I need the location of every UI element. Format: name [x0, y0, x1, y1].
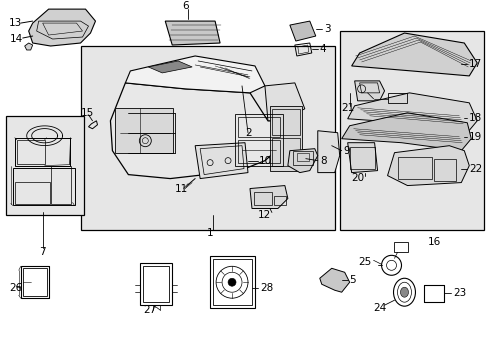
- Bar: [349, 147, 374, 168]
- Text: 9: 9: [343, 146, 349, 156]
- Text: 6: 6: [182, 1, 188, 11]
- Bar: [296, 153, 308, 161]
- Bar: [269, 106, 301, 171]
- Text: 8: 8: [319, 156, 325, 166]
- Text: 10: 10: [259, 156, 271, 166]
- Text: 21: 21: [340, 103, 354, 113]
- Text: 13: 13: [9, 18, 22, 28]
- Bar: [273, 195, 285, 206]
- Text: 1: 1: [206, 228, 213, 238]
- Polygon shape: [25, 43, 33, 50]
- Bar: [143, 266, 169, 302]
- Bar: [238, 117, 279, 137]
- Polygon shape: [110, 83, 281, 179]
- Text: 19: 19: [468, 132, 482, 142]
- Polygon shape: [249, 185, 287, 208]
- Ellipse shape: [400, 287, 407, 297]
- Polygon shape: [317, 131, 339, 172]
- Text: 2: 2: [244, 128, 251, 138]
- Circle shape: [227, 278, 236, 286]
- Bar: [22, 268, 46, 296]
- Text: 11: 11: [175, 184, 188, 194]
- Text: 15: 15: [81, 108, 94, 118]
- Bar: [271, 138, 299, 166]
- Bar: [20, 266, 48, 298]
- Text: 18: 18: [468, 113, 482, 123]
- Polygon shape: [29, 9, 95, 46]
- Polygon shape: [387, 146, 468, 185]
- Polygon shape: [319, 268, 349, 292]
- Bar: [213, 259, 251, 305]
- Text: 28: 28: [260, 283, 273, 293]
- Polygon shape: [347, 93, 476, 133]
- Polygon shape: [347, 143, 377, 172]
- Polygon shape: [165, 21, 220, 45]
- Polygon shape: [264, 83, 304, 121]
- Polygon shape: [148, 61, 192, 73]
- Bar: [235, 114, 282, 166]
- Bar: [15, 181, 49, 203]
- Text: 22: 22: [468, 163, 482, 174]
- Bar: [387, 93, 407, 103]
- Text: 24: 24: [372, 303, 386, 313]
- Bar: [115, 108, 173, 153]
- Bar: [339, 31, 483, 230]
- Text: 20: 20: [350, 172, 364, 183]
- Bar: [81, 46, 334, 230]
- Polygon shape: [195, 143, 247, 179]
- Text: 23: 23: [452, 288, 466, 298]
- Text: 7: 7: [39, 247, 46, 257]
- Bar: [13, 168, 74, 206]
- Bar: [253, 192, 271, 206]
- Polygon shape: [341, 113, 470, 151]
- Text: 5: 5: [349, 275, 356, 285]
- Text: 26: 26: [9, 283, 22, 293]
- Bar: [51, 166, 70, 203]
- Text: 12: 12: [258, 211, 271, 220]
- Bar: [397, 157, 431, 179]
- Text: 25: 25: [357, 257, 370, 267]
- Bar: [210, 256, 254, 308]
- Bar: [238, 140, 279, 163]
- Bar: [271, 109, 299, 135]
- Bar: [15, 138, 69, 166]
- Polygon shape: [287, 149, 317, 172]
- Polygon shape: [125, 56, 264, 93]
- Bar: [140, 263, 172, 305]
- Polygon shape: [289, 21, 315, 41]
- Text: 17: 17: [468, 59, 482, 69]
- Bar: [17, 140, 44, 164]
- Text: 3: 3: [323, 24, 330, 34]
- Text: 4: 4: [319, 44, 325, 54]
- Polygon shape: [351, 33, 476, 76]
- Bar: [433, 159, 455, 181]
- Polygon shape: [354, 81, 384, 101]
- Text: 16: 16: [427, 237, 440, 247]
- Text: 27: 27: [143, 305, 157, 315]
- Bar: [6, 116, 83, 216]
- Bar: [292, 151, 312, 165]
- Bar: [393, 242, 407, 252]
- Text: 14: 14: [10, 34, 23, 44]
